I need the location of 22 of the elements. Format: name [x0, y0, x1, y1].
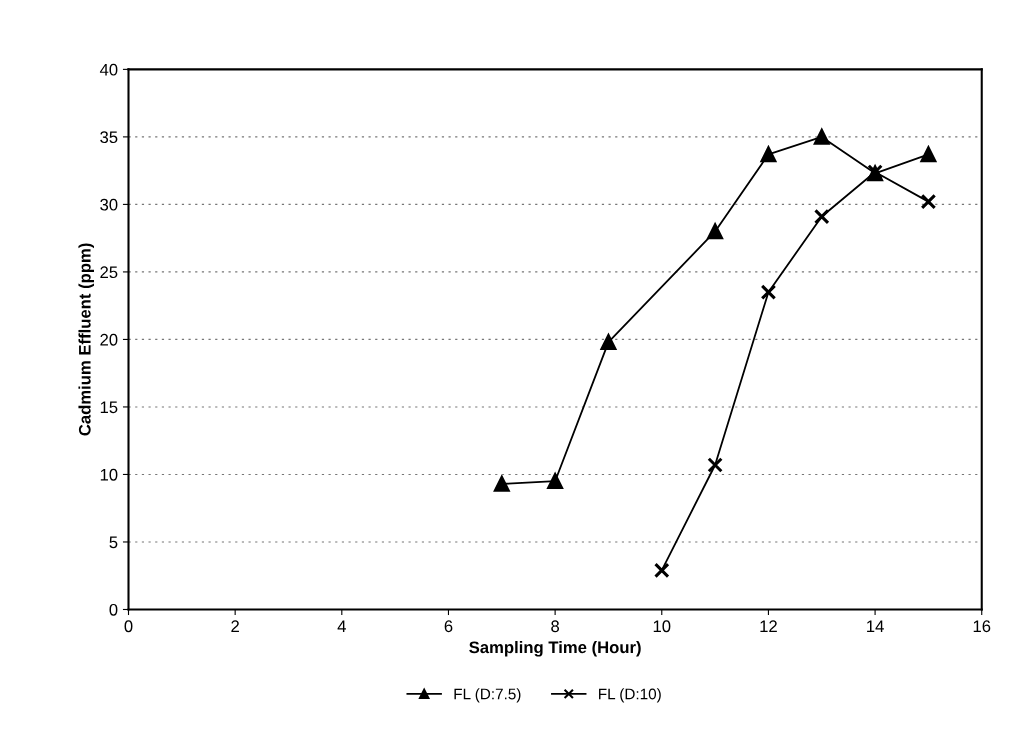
- y-tick-label: 35: [100, 131, 118, 144]
- x-tick-label: 12: [760, 620, 777, 632]
- x-tick-label: 16: [973, 620, 991, 633]
- x-tick-label: 4: [337, 620, 346, 632]
- x-tick-label: 0: [124, 620, 133, 633]
- x-tick-label: 6: [444, 620, 453, 633]
- y-tick-label: 30: [100, 198, 118, 211]
- y-tick-label: 15: [100, 401, 118, 414]
- y-tick-label: 5: [109, 536, 118, 549]
- y-tick-label: 10: [100, 468, 118, 481]
- x-tick-label: 10: [653, 620, 671, 633]
- legend-label: FL (D:7.5): [454, 688, 521, 703]
- y-tick-label: 25: [100, 266, 118, 279]
- y-tick-label: 40: [99, 63, 118, 76]
- y-axis-title: Cadmium Effluent (ppm): [78, 243, 94, 436]
- x-tick-label: 8: [551, 620, 560, 633]
- x-tick-label: 2: [231, 620, 239, 632]
- y-tick-label: 0: [109, 603, 118, 616]
- x-axis-title: Sampling Time (Hour): [469, 640, 641, 657]
- legend-label: FL (D:10): [599, 688, 661, 703]
- x-tick-label: 14: [867, 620, 884, 632]
- y-tick-label: 20: [100, 333, 118, 346]
